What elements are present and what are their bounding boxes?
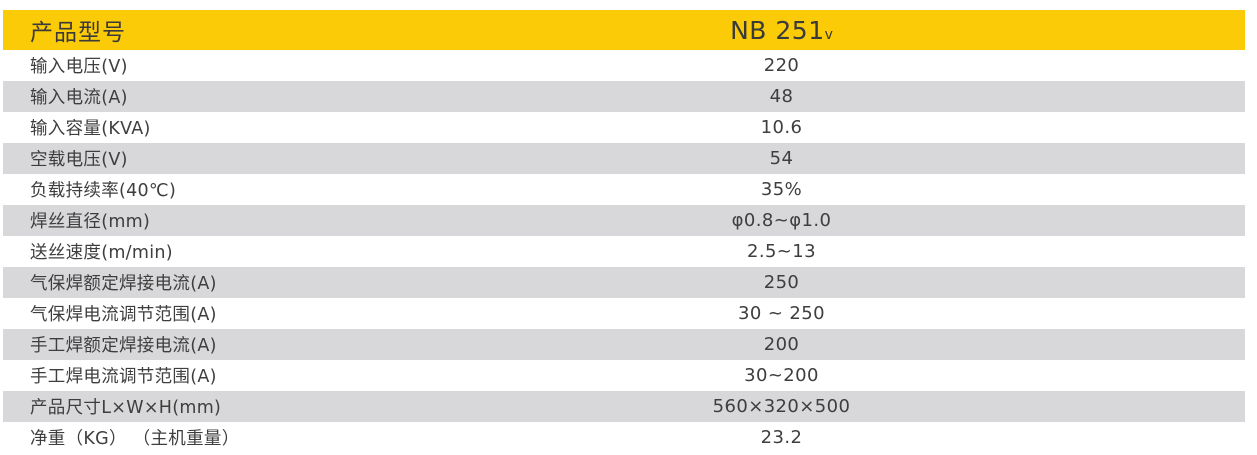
spec-value: 220	[763, 55, 800, 76]
spec-row: 输入容量(KVA) 10.6	[3, 112, 1245, 143]
model-name: NB 251	[730, 15, 825, 45]
spec-value: 10.6	[760, 117, 803, 138]
spec-row: 净重（KG） （主机重量） 23.2	[3, 422, 1245, 453]
spec-value: 2.5~13	[746, 241, 816, 262]
spec-row: 送丝速度(m/min) 2.5~13	[3, 236, 1245, 267]
spec-row: 输入电流(A) 48	[3, 81, 1245, 112]
spec-table-header-row: 产品型号 NB 251v	[3, 10, 1245, 50]
spec-value: 250	[763, 272, 800, 293]
spec-label: 输入电流(A)	[30, 88, 128, 108]
spec-row: 产品尺寸L×W×H(mm) 560×320×500	[3, 391, 1245, 422]
spec-label: 净重（KG） （主机重量）	[30, 429, 240, 449]
spec-row: 输入电压(V) 220	[3, 50, 1245, 81]
spec-label: 输入容量(KVA)	[30, 119, 151, 139]
spec-value: 23.2	[760, 427, 803, 448]
header-model-value: NB 251v	[500, 16, 1063, 45]
spec-label: 负载持续率(40℃)	[30, 181, 177, 201]
spec-value: φ0.8~φ1.0	[731, 210, 832, 231]
spec-row: 焊丝直径(mm) φ0.8~φ1.0	[3, 205, 1245, 236]
spec-label: 手工焊电流调节范围(A)	[30, 367, 217, 387]
spec-value: 54	[769, 148, 794, 169]
spec-row: 气保焊额定焊接电流(A) 250	[3, 267, 1245, 298]
spec-row: 手工焊电流调节范围(A) 30~200	[3, 360, 1245, 391]
spec-label: 产品尺寸L×W×H(mm)	[30, 398, 222, 418]
spec-row: 负载持续率(40℃) 35%	[3, 174, 1245, 205]
spec-value: 35%	[760, 179, 803, 200]
spec-value: 560×320×500	[712, 396, 851, 417]
spec-label: 送丝速度(m/min)	[30, 243, 173, 263]
spec-table-body: 输入电压(V) 220 输入电流(A) 48 输入容量(KVA) 10.6 空载…	[3, 50, 1245, 453]
spec-row: 手工焊额定焊接电流(A) 200	[3, 329, 1245, 360]
spec-label: 焊丝直径(mm)	[30, 212, 151, 232]
spec-table: 产品型号 NB 251v 输入电压(V) 220 输入电流(A) 48 输入容量…	[3, 10, 1245, 453]
header-product-model-label: 产品型号	[30, 20, 126, 46]
spec-label: 输入电压(V)	[30, 57, 128, 77]
spec-value: 30~200	[744, 365, 819, 386]
spec-value: 48	[769, 86, 794, 107]
model-suffix: v	[824, 26, 833, 43]
spec-row: 气保焊电流调节范围(A) 30 ~ 250	[3, 298, 1245, 329]
spec-row: 空载电压(V) 54	[3, 143, 1245, 174]
spec-label: 手工焊额定焊接电流(A)	[30, 336, 217, 356]
spec-label: 气保焊电流调节范围(A)	[30, 305, 217, 325]
spec-value: 200	[763, 334, 800, 355]
spec-label: 气保焊额定焊接电流(A)	[30, 274, 217, 294]
spec-label: 空载电压(V)	[30, 150, 128, 170]
spec-value: 30 ~ 250	[738, 303, 825, 324]
